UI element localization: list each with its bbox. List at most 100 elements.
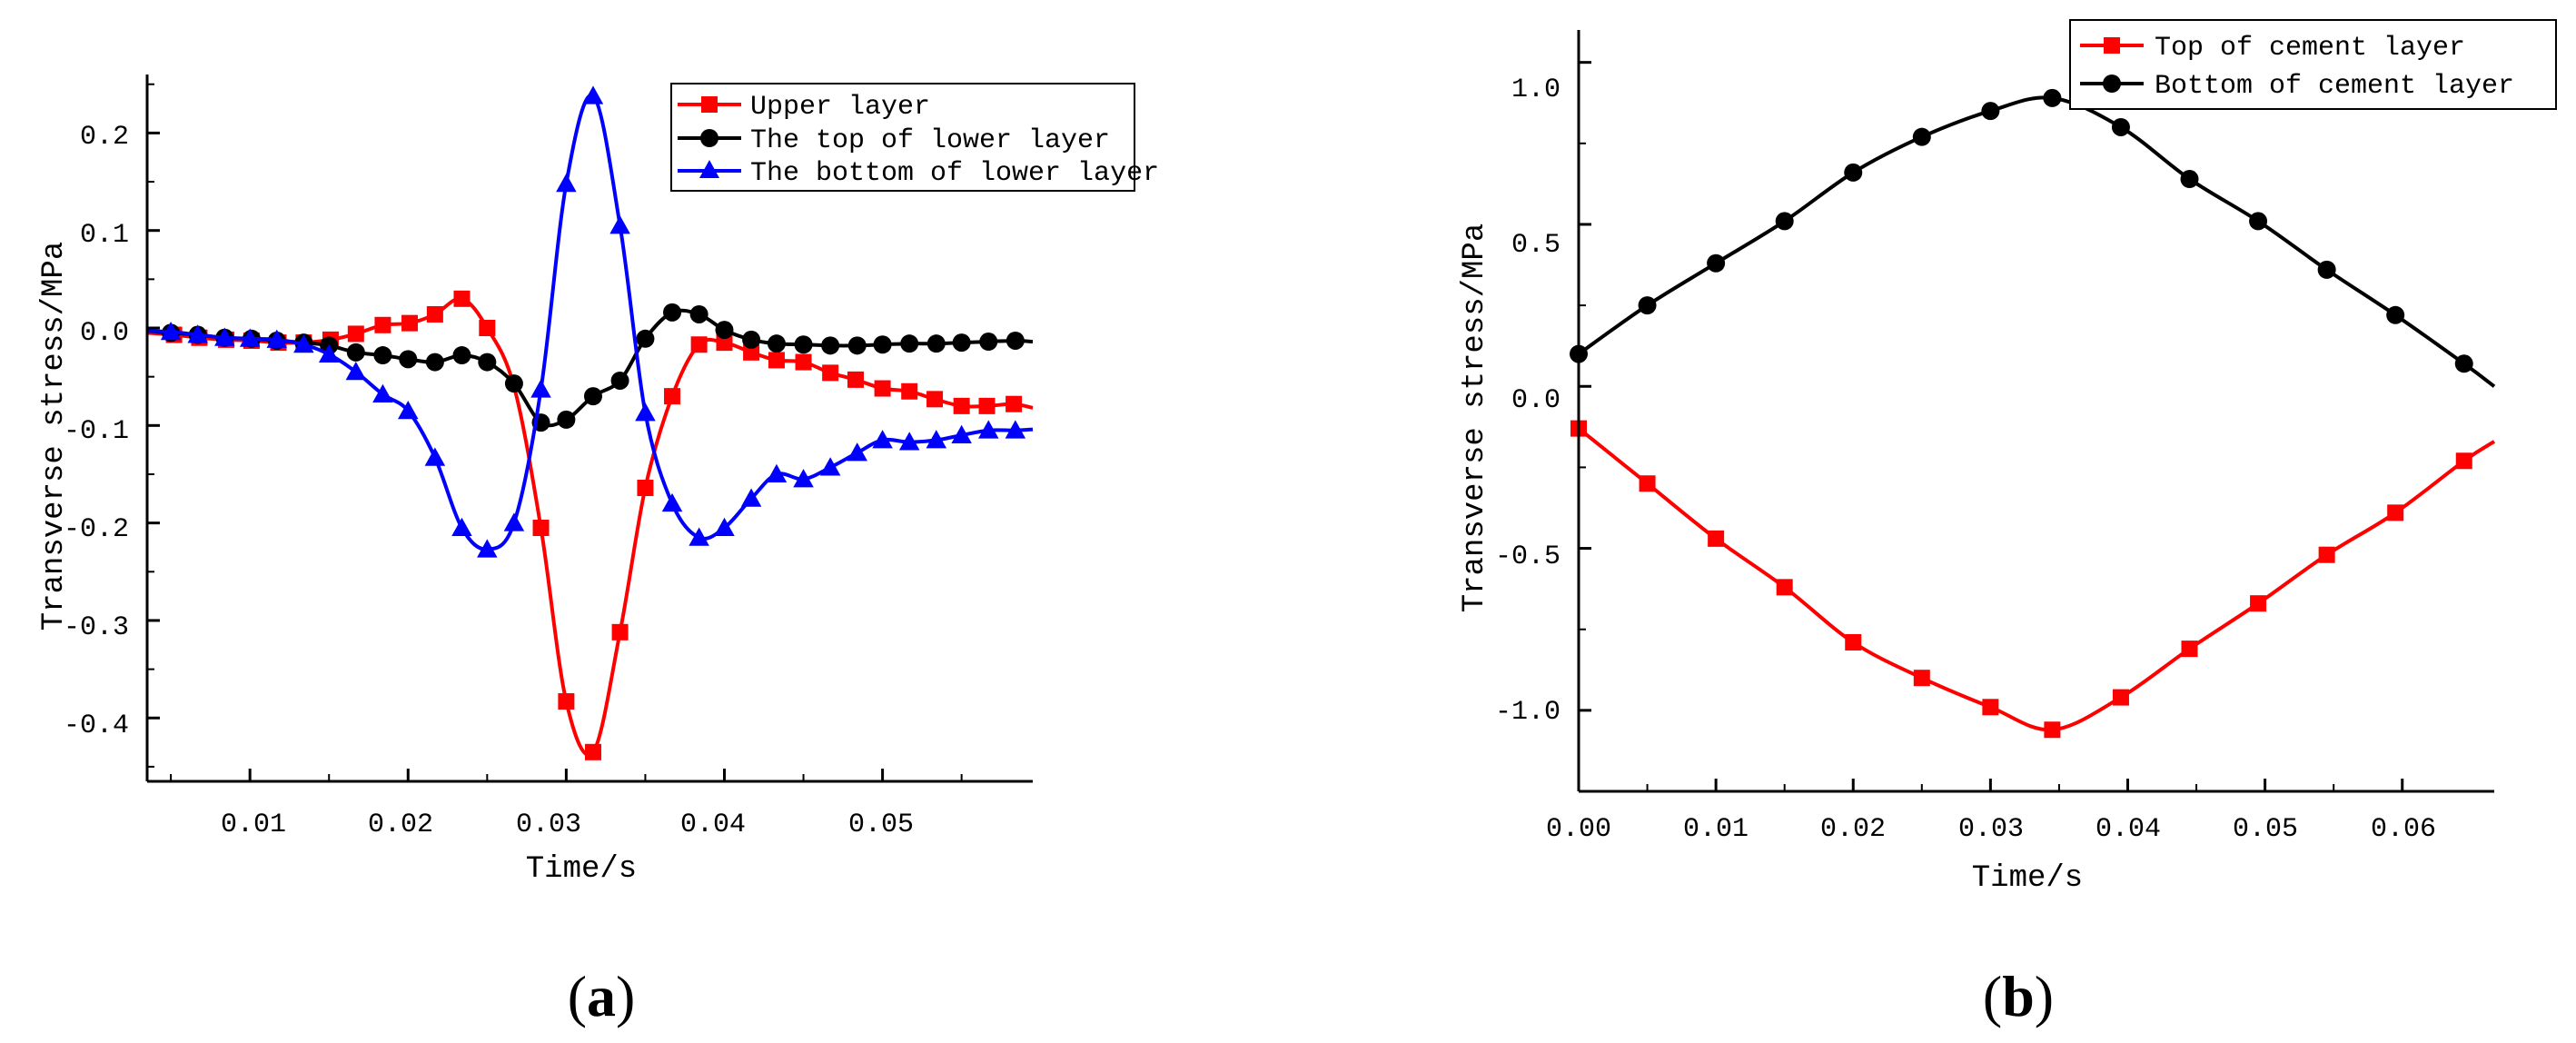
chart-b-data-point <box>2387 504 2404 522</box>
chart-a-data-point <box>479 320 496 337</box>
chart-a-data-point <box>819 457 841 476</box>
chart-b-data-point <box>1707 253 1726 273</box>
chart-b-x-tick-label: 0.01 <box>1683 814 1749 845</box>
panel-label-b-close: ) <box>2035 964 2054 1028</box>
chart-a-data-point <box>610 371 629 390</box>
chart-b-data-point <box>2112 689 2129 706</box>
chart-a-y-tick-label: 0.1 <box>80 220 129 251</box>
chart-a-data-point <box>978 420 999 439</box>
chart-a-data-point <box>768 352 785 369</box>
chart-b-x-axis-title: Time/s <box>1972 861 2083 896</box>
chart-a-legend-label: The bottom of lower layer <box>750 158 1159 189</box>
chart-b-legend: Top of cement layer Bottom of cement lay… <box>2069 19 2557 110</box>
chart-b-data-point <box>2454 354 2473 373</box>
chart-b-legend-box <box>2069 19 2557 110</box>
chart-b-y-tick-label: 0.5 <box>1511 230 1560 261</box>
chart-a-x-tick-label: 0.01 <box>221 810 286 840</box>
chart-a-data-point <box>318 343 340 363</box>
chart-b-data-point <box>1708 530 1725 547</box>
chart-a-y-tick-label: -0.2 <box>64 514 129 545</box>
chart-a-data-point <box>898 432 920 451</box>
chart-b-y-tick-label: -1.0 <box>1495 697 1560 728</box>
chart-a-legend: Upper layer The top of lower layer The b… <box>670 83 1159 192</box>
chart-a-data-point <box>160 322 182 341</box>
chart-a-data-point <box>847 442 867 462</box>
chart-a-data-point <box>582 85 604 104</box>
chart-a-data-point <box>847 336 867 355</box>
chart-a-data-point <box>690 336 708 353</box>
chart-b-x-tick-label: 0.04 <box>2095 814 2161 845</box>
chart-b-data-point <box>1913 670 1930 687</box>
chart-b-data-point <box>2043 88 2062 107</box>
panel-label-b-letter: b <box>2002 964 2035 1028</box>
chart-a-data-point <box>558 693 575 710</box>
chart-a-data-point <box>611 623 629 641</box>
chart-a-y-tick-label: -0.3 <box>64 612 129 643</box>
chart-b-x-tick-label: 0.05 <box>2233 814 2298 845</box>
chart-a-data-point <box>926 334 946 353</box>
chart-b-data-point <box>2317 260 2336 279</box>
chart-a-data-point <box>374 316 391 333</box>
chart-a-data-point <box>663 303 682 322</box>
chart-b-data-point <box>1639 475 1656 492</box>
panel-label-a: (a) <box>568 964 636 1028</box>
chart-a-x-axis-title: Time/s <box>526 852 637 887</box>
chart-a-data-point <box>874 380 891 397</box>
chart-a-series-line-1 <box>146 296 1034 757</box>
chart-b-x-tick-label: 0.02 <box>1820 814 1886 845</box>
chart-b-data-point <box>1638 296 1657 315</box>
chart-a-data-point <box>901 382 918 400</box>
chart-a-series-line-2 <box>146 308 1034 428</box>
chart-b-y-tick-labels: 1.0 0.5 0.0 -0.5 -1.0 <box>1495 74 1560 728</box>
chart-a-data-point <box>689 527 709 546</box>
chart-a-data-point <box>532 519 550 536</box>
chart-b-legend-label: Top of cement layer <box>2155 33 2465 64</box>
chart-a-legend-marker-square <box>701 96 718 113</box>
chart-a-data-point <box>1006 395 1023 412</box>
panel-label-b: (b) <box>1983 964 2054 1028</box>
chart-a-data-point <box>743 343 760 361</box>
chart-a-data-point <box>661 492 683 512</box>
chart-a-data-point <box>636 329 655 348</box>
panel-label-a-letter: a <box>587 964 616 1028</box>
chart-a-data-point <box>1006 331 1025 350</box>
chart-a-y-tick-label: 0.0 <box>80 318 129 349</box>
chart-b-legend-marker-square <box>2104 37 2120 54</box>
chart-a-y-tick-label: 0.2 <box>80 122 129 153</box>
panel-label-a-open: ( <box>568 964 587 1028</box>
chart-b-data-point <box>2181 641 2198 658</box>
chart-a-data-point <box>425 353 444 372</box>
chart-b-axes <box>1577 30 2494 793</box>
chart-a-legend-marker-circle <box>700 129 718 147</box>
chart-b-y-axis-title: Transverse stress/MPa <box>1458 224 1492 612</box>
chart-b: 0.00 0.01 0.02 0.03 0.04 0.05 0.06 1.0 0… <box>1458 19 2557 1028</box>
chart-a-data-point <box>793 469 814 488</box>
panel-label-b-open: ( <box>1983 964 2002 1028</box>
chart-a-data-point <box>872 430 893 449</box>
chart-b-legend-label: Bottom of cement layer <box>2155 71 2514 102</box>
chart-a-data-point <box>664 388 681 405</box>
chart-a-legend-marker-triangle <box>699 160 719 178</box>
chart-a-data-point <box>373 346 392 365</box>
chart-a-legend-label: The top of lower layer <box>750 125 1110 156</box>
chart-b-data-point <box>1776 579 1793 596</box>
chart-a-data-point <box>583 387 602 406</box>
chart-a-data-point <box>873 335 892 354</box>
chart-a-data-point <box>346 343 365 362</box>
chart-a-data-point <box>451 517 472 536</box>
chart-b-data-point <box>1775 212 1794 231</box>
chart-a-data-point <box>766 463 788 482</box>
chart-a-x-tick-label: 0.04 <box>680 810 746 840</box>
chart-a-data-point <box>979 333 998 352</box>
chart-a-y-tick-label: -0.1 <box>64 416 129 447</box>
chart-a-data-point <box>635 402 656 422</box>
chart-b-x-tick-labels: 0.00 0.01 0.02 0.03 0.04 0.05 0.06 <box>1546 814 2436 845</box>
chart-a-x-tick-labels: 0.01 0.02 0.03 0.04 0.05 <box>221 810 914 840</box>
chart-a-data-point <box>503 512 525 531</box>
chart-a-x-tick-label: 0.03 <box>516 810 581 840</box>
chart-a-data-point <box>794 335 813 354</box>
chart-a-data-point <box>504 374 523 393</box>
chart-a-data-point <box>398 400 419 420</box>
chart-a-y-tick-labels: 0.2 0.1 0.0 -0.1 -0.2 -0.3 -0.4 <box>64 122 129 741</box>
